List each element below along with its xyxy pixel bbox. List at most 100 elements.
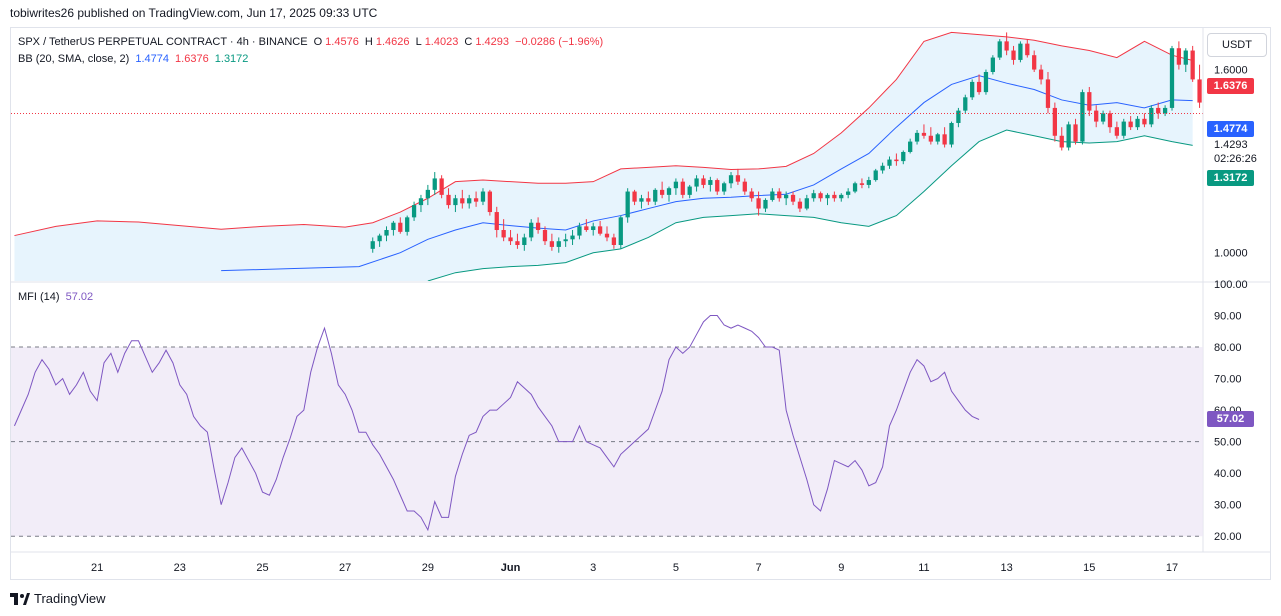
candle-body	[1087, 92, 1092, 111]
candle	[921, 124, 927, 139]
candle	[749, 188, 754, 202]
candle	[728, 172, 734, 189]
mfi-axis-tick: 70.00	[1214, 374, 1242, 386]
candle	[839, 193, 844, 202]
candle-body	[1135, 118, 1140, 128]
candle	[680, 178, 685, 199]
candle-body	[432, 178, 437, 190]
candle-body	[1011, 50, 1016, 60]
bb-upper-price-tag: 1.6376	[1207, 78, 1254, 94]
close-label: C	[464, 36, 473, 48]
candle	[1211, 100, 1215, 113]
candle-body	[618, 217, 623, 246]
candle-body	[522, 237, 527, 246]
time-axis-tick: 5	[673, 562, 679, 574]
candle	[446, 188, 451, 209]
candle-body	[659, 189, 665, 195]
candle-body	[549, 241, 555, 247]
candle-body	[976, 81, 982, 93]
open-label: O	[313, 36, 323, 48]
mfi-legend[interactable]: MFI (14) 57.02	[18, 291, 96, 303]
candle-body	[487, 191, 493, 213]
candle-body	[880, 165, 885, 171]
candle-body	[1211, 105, 1215, 106]
bb-legend[interactable]: BB (20, SMA, close, 2) 1.4774 1.6376 1.3…	[18, 53, 251, 65]
bb-lower-value: 1.3172	[214, 53, 249, 65]
candle	[901, 150, 906, 165]
candle-body	[797, 201, 803, 209]
candle	[542, 226, 548, 246]
time-axis-tick: 9	[838, 562, 844, 574]
candle-body	[735, 175, 741, 182]
time-axis-tick: 7	[756, 562, 762, 574]
candle-body	[914, 132, 920, 142]
candle-body	[1059, 135, 1064, 148]
candle-body	[921, 132, 927, 136]
candle	[970, 79, 975, 100]
candle-body	[632, 191, 637, 202]
currency-button[interactable]: USDT	[1207, 33, 1267, 57]
candle	[646, 191, 651, 206]
candle	[976, 74, 982, 95]
candle	[1087, 86, 1092, 117]
candle	[1156, 102, 1161, 119]
candle	[653, 188, 658, 206]
candle	[777, 188, 782, 202]
candle	[597, 220, 603, 236]
candle-body	[384, 230, 389, 236]
candle	[880, 162, 885, 174]
candle-body	[591, 226, 596, 231]
tradingview-brand[interactable]: TradingView	[10, 591, 106, 606]
candle	[1135, 116, 1140, 131]
candle-body	[777, 191, 782, 199]
candle-body	[604, 233, 610, 238]
candle	[439, 175, 444, 199]
candle-body	[901, 151, 906, 162]
candle	[1176, 41, 1182, 70]
candle-body	[963, 97, 968, 111]
candle-body	[1094, 110, 1099, 122]
candle	[480, 188, 486, 206]
candle-body	[1073, 124, 1078, 142]
candle-body	[942, 134, 947, 145]
candle-body	[377, 235, 382, 242]
candle-body	[784, 194, 789, 199]
candle	[584, 219, 589, 232]
candle-body	[839, 194, 844, 199]
candle	[1169, 45, 1175, 111]
time-axis-tick: 15	[1083, 562, 1095, 574]
candle-body	[563, 239, 568, 242]
candle	[1183, 48, 1188, 72]
bb-upper-value: 1.6376	[175, 53, 209, 65]
candle	[1025, 39, 1030, 58]
chart-frame	[10, 27, 1271, 580]
candle	[659, 181, 665, 199]
candle-body	[1066, 124, 1071, 148]
candle-body	[1114, 127, 1120, 136]
candle	[391, 220, 396, 236]
time-axis-tick: 25	[256, 562, 268, 574]
candle-body	[398, 222, 403, 232]
candle-body	[1100, 113, 1106, 122]
candle-body	[852, 183, 858, 192]
candle	[687, 184, 692, 199]
candle	[811, 189, 816, 202]
bar-countdown: 02:26:26	[1214, 153, 1257, 165]
candle-body	[570, 235, 575, 240]
candle-body	[790, 194, 796, 202]
candle	[494, 206, 499, 238]
candle	[370, 237, 375, 253]
candle	[983, 69, 989, 95]
candle	[1121, 118, 1126, 139]
candle	[515, 233, 520, 249]
candle	[1004, 32, 1009, 56]
candle	[887, 156, 892, 169]
candle-body	[749, 191, 754, 199]
candle	[756, 191, 761, 216]
candle-body	[859, 183, 865, 185]
candle-body	[446, 194, 451, 206]
candle-body	[1038, 69, 1044, 80]
low-label: L	[415, 36, 422, 48]
candle-body	[701, 178, 706, 185]
